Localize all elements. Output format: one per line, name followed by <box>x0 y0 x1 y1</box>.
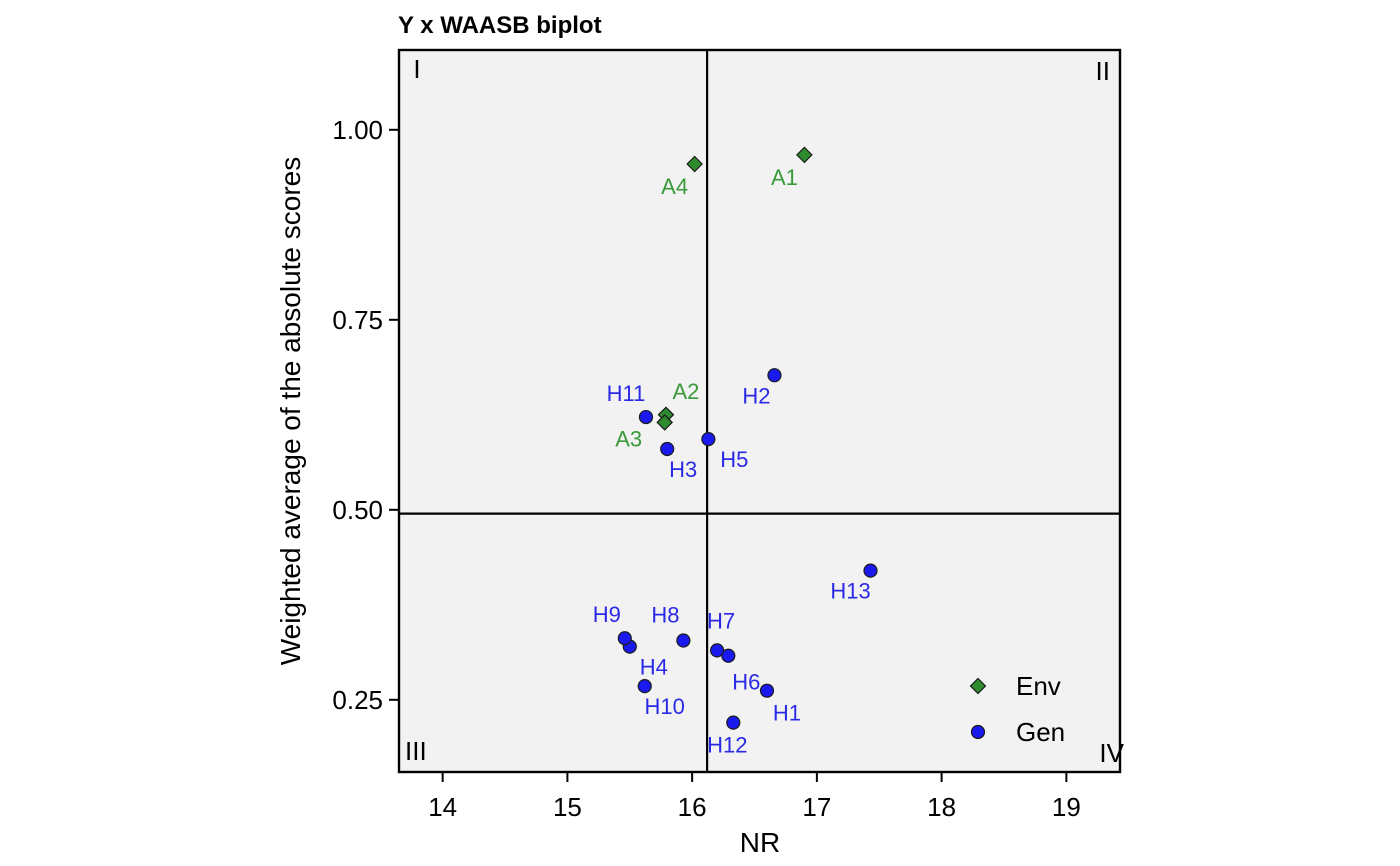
gen-point-H3 <box>660 441 675 457</box>
quadrant-label-I: I <box>413 54 420 84</box>
point-label-H1: H1 <box>773 701 801 726</box>
point-label-H7: H7 <box>707 608 735 633</box>
y-tick-label: 1.00 <box>332 115 383 145</box>
gen-point-H7 <box>709 643 725 658</box>
point-label-H6: H6 <box>732 670 760 695</box>
x-tick-label: 19 <box>1052 792 1081 822</box>
legend-marker-gen <box>970 724 986 740</box>
point-label-H3: H3 <box>669 457 697 482</box>
y-axis: 0.25 0.50 0.75 1.00 <box>332 115 399 715</box>
gen-point-H11 <box>638 409 654 425</box>
point-label-H13: H13 <box>830 579 870 604</box>
legend-marker-env <box>969 677 987 695</box>
x-tick-label: 15 <box>553 792 582 822</box>
point-label-A4: A4 <box>661 174 688 199</box>
point-label-A1: A1 <box>771 165 798 190</box>
quadrant-label-II: II <box>1096 56 1110 86</box>
gen-point-H6 <box>721 648 736 663</box>
reference-lines <box>399 50 1120 772</box>
y-tick-label: 0.75 <box>332 305 383 335</box>
point-label-H10: H10 <box>645 694 685 719</box>
legend: Env Gen <box>969 671 1065 747</box>
gen-point-H9 <box>617 631 632 646</box>
env-point-A4 <box>686 155 703 173</box>
legend-label-env: Env <box>1016 671 1061 701</box>
gen-point-H5 <box>701 432 716 447</box>
point-label-H8: H8 <box>651 603 679 628</box>
point-label-H11: H11 <box>607 381 646 406</box>
y-axis-label: Weighted average of the absolute scores <box>275 157 306 665</box>
y-tick-label: 0.25 <box>332 685 383 715</box>
x-tick-label: 17 <box>802 792 831 822</box>
point-label-H9: H9 <box>593 602 621 627</box>
point-label-H5: H5 <box>720 447 748 472</box>
plot-frame <box>397 48 1122 774</box>
gen-point-H13 <box>863 563 878 578</box>
x-tick-label: 18 <box>927 792 956 822</box>
env-point-A1 <box>796 146 813 164</box>
gen-point-H12 <box>726 715 741 730</box>
point-label-A3: A3 <box>615 426 642 451</box>
legend-label-gen: Gen <box>1016 717 1065 747</box>
point-label-H4: H4 <box>640 655 668 680</box>
env-point-A3 <box>656 414 674 431</box>
x-axis-label: NR <box>740 827 780 858</box>
gen-point-H1 <box>759 683 775 698</box>
y-tick-label: 0.50 <box>332 495 383 525</box>
point-label-H12: H12 <box>707 733 747 758</box>
point-labels-layer: A1 A2 A3 A4 H1 H2 H3 H4 H5 H6 H7 H8 H9 H10 H11 H12 H13 <box>593 165 871 758</box>
gen-point-H8 <box>676 633 691 648</box>
quadrant-label-III: III <box>405 736 427 766</box>
chart-title: Y x WAASB biplot <box>398 12 602 39</box>
plot-panel <box>399 50 1120 772</box>
gen-point-H10 <box>637 679 652 694</box>
x-tick-label: 14 <box>428 792 457 822</box>
x-tick-label: 16 <box>678 792 707 822</box>
x-axis: 14 15 16 17 18 19 <box>428 772 1081 822</box>
point-label-A2: A2 <box>672 379 699 404</box>
point-label-H2: H2 <box>742 383 770 408</box>
gen-point-H2 <box>767 368 782 383</box>
points-layer <box>617 146 878 730</box>
